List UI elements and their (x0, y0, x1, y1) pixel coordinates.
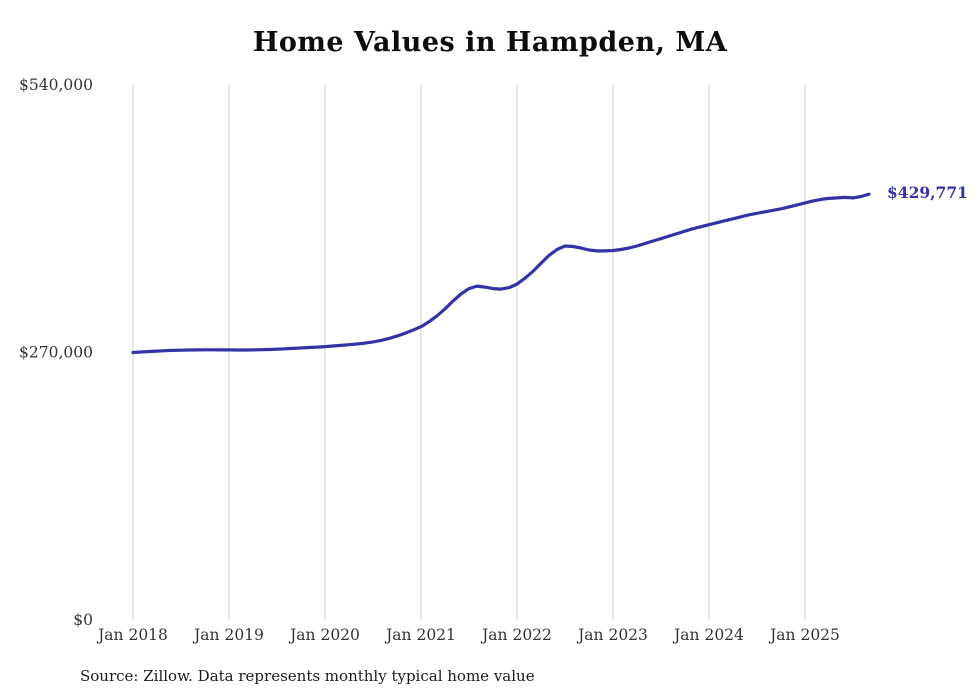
y-axis-label: $0 (73, 611, 93, 629)
source-note: Source: Zillow. Data represents monthly … (80, 667, 535, 685)
x-axis-label: Jan 2023 (576, 626, 648, 644)
x-axis-label: Jan 2024 (672, 626, 744, 644)
x-axis-label: Jan 2020 (288, 626, 360, 644)
y-axis-label: $270,000 (19, 344, 93, 362)
home-value-line (131, 192, 871, 355)
chart-title: Home Values in Hampden, MA (252, 27, 728, 58)
x-axis-label: Jan 2018 (96, 626, 168, 644)
x-axis-label: Jan 2021 (384, 626, 456, 644)
end-value-label: $429,771 (887, 183, 968, 202)
x-axis-label: Jan 2025 (768, 626, 840, 644)
y-axis-label: $540,000 (19, 76, 93, 94)
x-axis-label: Jan 2019 (192, 626, 264, 644)
x-axis-label: Jan 2022 (480, 626, 552, 644)
